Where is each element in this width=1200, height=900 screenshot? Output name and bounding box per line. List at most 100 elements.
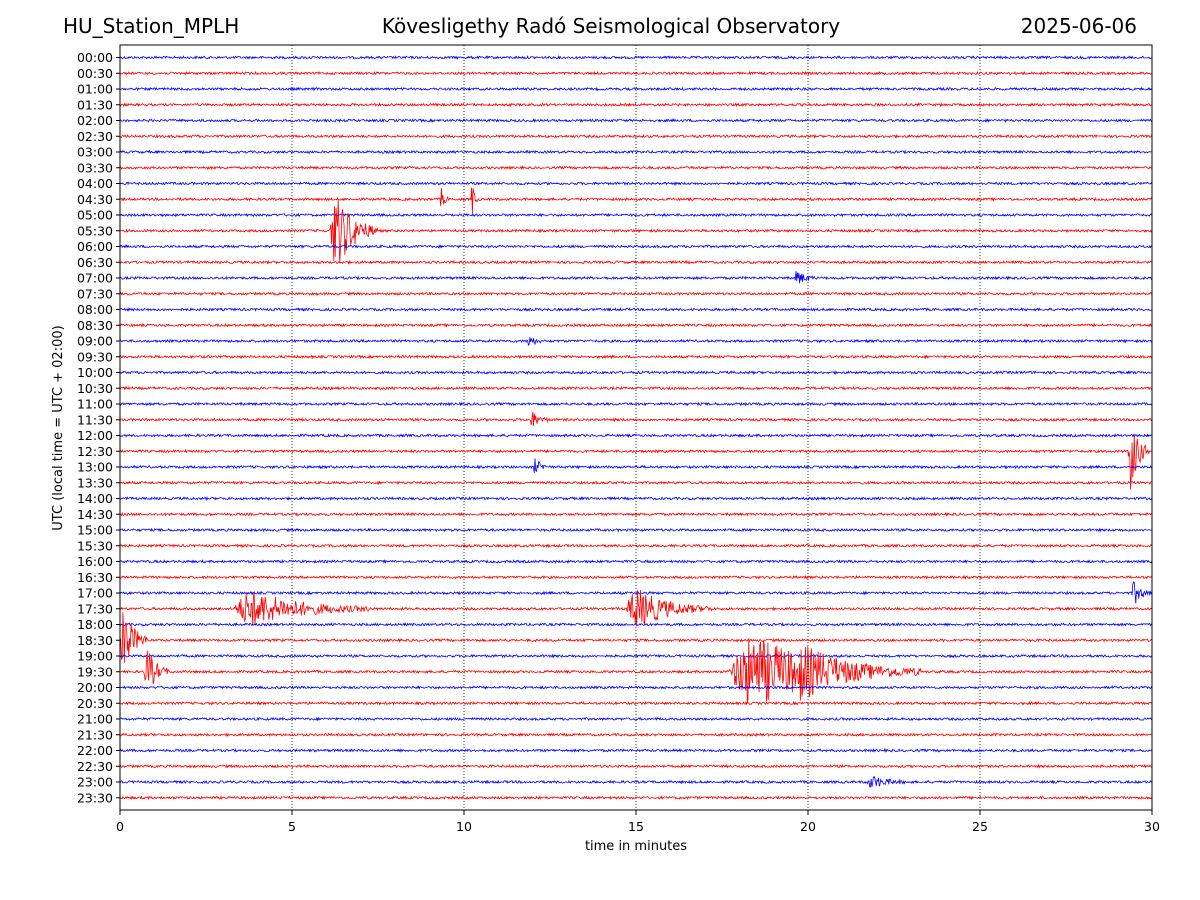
y-tick-label-0700: 07:00: [77, 271, 113, 286]
y-tick-label-0030: 00:30: [77, 66, 113, 81]
trace-0800: [119, 307, 1153, 312]
y-tick-label-1130: 11:30: [77, 412, 113, 427]
y-tick-label-1330: 13:30: [77, 475, 113, 490]
trace-1400: [119, 496, 1153, 501]
trace-2100: [119, 716, 1153, 722]
trace-1900: [119, 653, 1153, 659]
trace-2330: [119, 795, 1153, 801]
plot-frame: [119, 44, 1153, 811]
trace-2000: [119, 685, 1153, 690]
y-tick-label-0100: 01:00: [77, 82, 113, 97]
y-tick-label-2100: 21:00: [77, 712, 113, 727]
traces: [119, 54, 1153, 801]
y-tick-label-0530: 05:30: [77, 223, 113, 238]
trace-0500: [119, 212, 1153, 218]
x-tick-label-5: 5: [288, 819, 296, 834]
trace-1130: [119, 411, 1153, 426]
y-tick-label-2200: 22:00: [77, 743, 113, 758]
y-tick-label-1930: 19:30: [77, 664, 113, 679]
x-tick-label-10: 10: [456, 819, 472, 834]
y-tick-label-0430: 04:30: [77, 192, 113, 207]
trace-1100: [119, 401, 1153, 407]
y-tick-label-0730: 07:30: [77, 286, 113, 301]
y-tick-label-0330: 03:30: [77, 160, 113, 175]
y-tick-label-2130: 21:30: [77, 727, 113, 742]
y-tick-label-1600: 16:00: [77, 554, 113, 569]
trace-2230: [119, 763, 1152, 769]
trace-2030: [119, 700, 1153, 706]
y-tick-label-1730: 17:30: [77, 601, 113, 616]
y-tick-label-1630: 16:30: [77, 570, 113, 585]
date-title: 2025-06-06: [1020, 14, 1137, 38]
y-tick-label-0630: 06:30: [77, 255, 113, 270]
trace-2300: [119, 775, 1153, 788]
trace-0030: [119, 70, 1153, 76]
y-tick-label-0300: 03:00: [77, 145, 113, 160]
y-tick-label-2230: 22:30: [77, 759, 113, 774]
trace-1330: [119, 480, 1152, 486]
y-tick-label-0400: 04:00: [77, 176, 113, 191]
axes: 00:0000:3001:0001:3002:0002:3003:0003:30…: [77, 50, 1160, 834]
trace-1300: [120, 458, 1153, 473]
y-tick-label-1000: 10:00: [77, 365, 113, 380]
trace-1000: [119, 369, 1153, 375]
y-tick-label-0830: 08:30: [77, 318, 113, 333]
trace-0200: [119, 118, 1153, 123]
y-tick-label-2300: 23:00: [77, 775, 113, 790]
station-title: HU_Station_MPLH: [63, 14, 240, 38]
trace-1500: [119, 527, 1153, 533]
x-tick-label-20: 20: [800, 819, 816, 834]
trace-0430: [119, 187, 1153, 214]
x-tick-label-30: 30: [1144, 819, 1160, 834]
trace-2200: [119, 747, 1153, 754]
y-tick-label-0000: 00:00: [77, 50, 113, 65]
trace-0930: [119, 354, 1153, 360]
trace-1830: [119, 612, 1153, 663]
trace-2130: [119, 732, 1153, 738]
trace-0130: [119, 102, 1153, 108]
trace-0900: [119, 337, 1153, 346]
trace-1530: [119, 543, 1153, 549]
y-tick-label-0900: 09:00: [77, 334, 113, 349]
trace-0600: [119, 244, 1153, 249]
y-tick-label-0200: 02:00: [77, 113, 113, 128]
x-axis-label: time in minutes: [585, 839, 687, 854]
y-tick-label-1030: 10:30: [77, 381, 113, 396]
trace-0730: [119, 291, 1153, 297]
trace-1630: [120, 574, 1153, 580]
y-axis-label: UTC (local time = UTC + 02:00): [51, 325, 66, 530]
trace-1930: [119, 638, 1153, 704]
trace-1030: [119, 385, 1153, 391]
y-tick-label-2330: 23:30: [77, 790, 113, 805]
trace-0630: [119, 259, 1153, 265]
trace-0000: [119, 54, 1153, 60]
y-tick-label-1800: 18:00: [77, 617, 113, 632]
y-tick-label-1200: 12:00: [77, 428, 113, 443]
y-tick-label-1900: 19:00: [77, 649, 113, 664]
y-tick-label-0130: 01:30: [77, 97, 113, 112]
trace-0230: [119, 133, 1153, 139]
y-tick-label-2000: 20:00: [77, 680, 113, 695]
y-tick-label-1100: 11:00: [77, 397, 113, 412]
x-tick-label-15: 15: [628, 819, 644, 834]
y-tick-label-2030: 20:30: [77, 696, 113, 711]
y-tick-label-0600: 06:00: [77, 239, 113, 254]
grid-lines: [291, 45, 981, 810]
y-tick-label-1700: 17:00: [77, 586, 113, 601]
trace-1800: [119, 621, 1153, 627]
x-tick-label-0: 0: [116, 819, 124, 834]
y-tick-label-0800: 08:00: [77, 302, 113, 317]
trace-0830: [119, 322, 1153, 328]
y-tick-label-1230: 12:30: [77, 444, 113, 459]
trace-0530: [119, 199, 1153, 264]
trace-1230: [119, 433, 1153, 490]
trace-0700: [119, 271, 1153, 284]
trace-1200: [119, 433, 1153, 438]
y-tick-label-1300: 13:00: [77, 460, 113, 475]
trace-1730: [119, 589, 1153, 627]
trace-1430: [119, 511, 1153, 517]
y-tick-label-1400: 14:00: [77, 491, 113, 506]
trace-1700: [119, 581, 1153, 604]
y-tick-label-1500: 15:00: [77, 523, 113, 538]
